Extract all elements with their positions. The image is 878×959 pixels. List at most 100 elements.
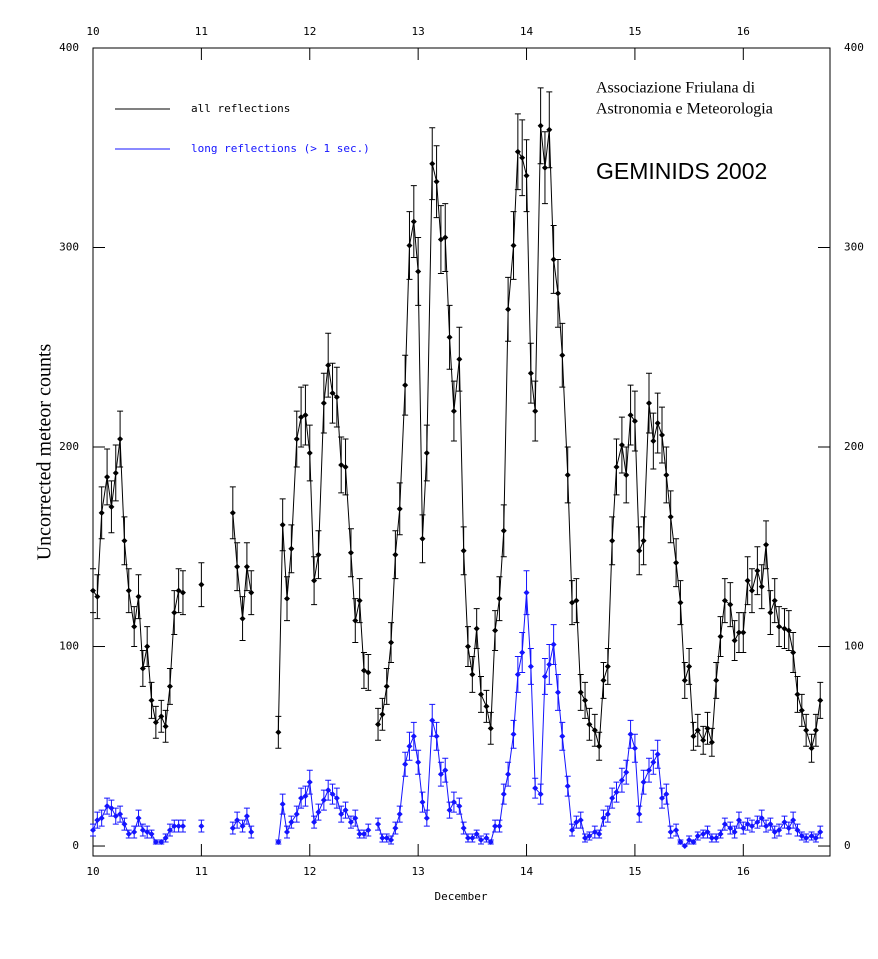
data-point [550, 641, 557, 648]
x-tick-label: 16 [737, 865, 750, 878]
data-point [460, 825, 467, 832]
plot-frame [92, 47, 831, 857]
data-point [735, 629, 742, 636]
data-point [500, 527, 507, 534]
x-tick-label: 14 [520, 865, 534, 878]
data-point [279, 801, 286, 808]
data-point [812, 727, 819, 734]
data-point [713, 677, 720, 684]
data-point [315, 809, 322, 816]
data-point [532, 408, 539, 415]
data-point [519, 649, 526, 656]
data-point [776, 623, 783, 630]
data-point [673, 559, 680, 566]
data-point [785, 825, 792, 832]
data-point [754, 567, 761, 574]
data-point [293, 811, 300, 818]
data-point [469, 671, 476, 678]
data-point [541, 164, 548, 171]
data-point [600, 815, 607, 822]
data-point [234, 817, 241, 824]
data-point [559, 352, 566, 359]
data-point [415, 268, 422, 275]
data-point [663, 791, 670, 798]
data-point [179, 823, 186, 830]
data-point [478, 691, 485, 698]
data-point [744, 821, 751, 828]
data-point [532, 785, 539, 792]
data-point [527, 663, 534, 670]
data-point [396, 505, 403, 512]
data-point [731, 829, 738, 836]
data-point [582, 697, 589, 704]
data-point [450, 799, 457, 806]
data-point [646, 767, 653, 774]
data-point [817, 829, 824, 836]
data-point [636, 811, 643, 818]
data-point [803, 727, 810, 734]
data-point [731, 637, 738, 644]
data-point [700, 737, 707, 744]
data-point [708, 835, 715, 842]
data-point [794, 691, 801, 698]
data-point [609, 795, 616, 802]
data-point [623, 471, 630, 478]
data-point [293, 436, 300, 443]
data-point [748, 587, 755, 594]
data-point [541, 673, 548, 680]
data-point [500, 791, 507, 798]
data-point [162, 723, 169, 730]
data-point [388, 837, 395, 844]
data-point [604, 811, 611, 818]
data-point [546, 661, 553, 668]
x-tick-label: 11 [195, 865, 208, 878]
data-point [379, 835, 386, 842]
data-point [365, 669, 372, 676]
y-tick-label: 100 [844, 640, 864, 653]
data-point [415, 759, 422, 766]
data-point [492, 627, 499, 634]
data-point [700, 831, 707, 838]
data-point [198, 823, 205, 830]
data-point [523, 589, 530, 596]
data-point [690, 733, 697, 740]
data-point [329, 791, 336, 798]
data-point [117, 436, 124, 443]
data-point [175, 823, 182, 830]
data-point [771, 597, 778, 604]
data-point [613, 463, 620, 470]
data-point [423, 449, 430, 456]
data-point [135, 593, 142, 600]
data-point [442, 767, 449, 774]
data-point [356, 831, 363, 838]
data-point [659, 432, 666, 439]
data-point [650, 438, 657, 445]
data-point [248, 829, 255, 836]
data-point [104, 473, 111, 480]
data-point [469, 835, 476, 842]
data-point [569, 599, 576, 606]
x-axis-label: December [435, 890, 488, 903]
data-point [708, 739, 715, 746]
x-tick-label: 15 [628, 865, 641, 878]
data-point [654, 751, 661, 758]
data-point [744, 577, 751, 584]
data-point [717, 633, 724, 640]
data-point [514, 148, 521, 155]
data-point [771, 829, 778, 836]
data-point [677, 839, 684, 846]
data-point [135, 815, 142, 822]
data-point [667, 513, 674, 520]
data-point [450, 408, 457, 415]
data-point [131, 623, 138, 630]
data-point [573, 819, 580, 826]
data-point [320, 400, 327, 407]
data-point [496, 823, 503, 830]
data-point [554, 689, 561, 696]
data-point [288, 545, 295, 552]
data-point [650, 759, 657, 766]
y-tick-label: 200 [59, 440, 79, 453]
data-point [573, 597, 580, 604]
data-point [406, 743, 413, 750]
data-point [320, 797, 327, 804]
